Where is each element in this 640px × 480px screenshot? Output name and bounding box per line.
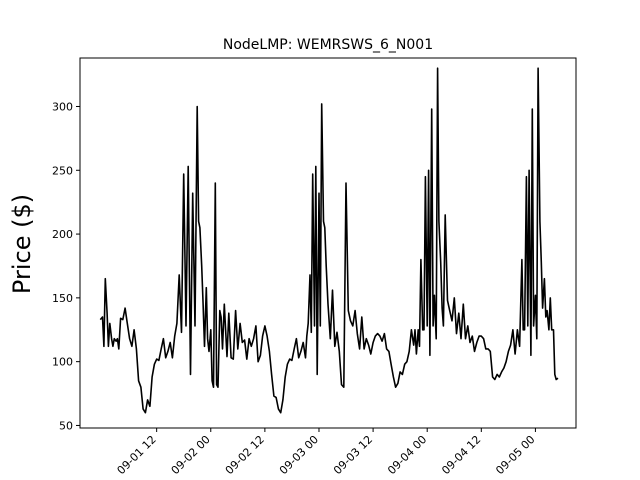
x-tick-label: 09-01 12 — [115, 433, 159, 477]
x-tick-label: 09-02 12 — [223, 433, 267, 477]
x-tick-label: 09-04 12 — [439, 433, 483, 477]
series-line-0 — [99, 67, 559, 414]
y-tick-label: 300 — [52, 100, 73, 113]
x-tick-label: 09-03 00 — [277, 433, 321, 477]
plot-area — [99, 67, 559, 414]
y-tick-label: 150 — [52, 292, 73, 305]
y-tick-label: 200 — [52, 228, 73, 241]
x-axis: 09-01 12 09-02 00 09-02 12 09-03 00 09-03 12… — [115, 428, 538, 477]
y-tick-label: 250 — [52, 164, 73, 177]
y-axis-label: Price ($) — [8, 194, 36, 294]
x-tick-label: 09-03 12 — [331, 433, 375, 477]
x-tick-label: 09-05 00 — [493, 433, 537, 477]
axes-frame — [79, 57, 577, 429]
x-tick-label: 09-02 00 — [169, 433, 213, 477]
y-tick-label: 50 — [59, 419, 73, 432]
y-tick-label: 100 — [52, 356, 73, 369]
x-tick-label: 09-04 00 — [385, 433, 429, 477]
chart-title: NodeLMP: WEMRSWS_6_N001 — [223, 37, 433, 53]
y-axis: 50 100 150 200 250 300 — [52, 100, 80, 432]
